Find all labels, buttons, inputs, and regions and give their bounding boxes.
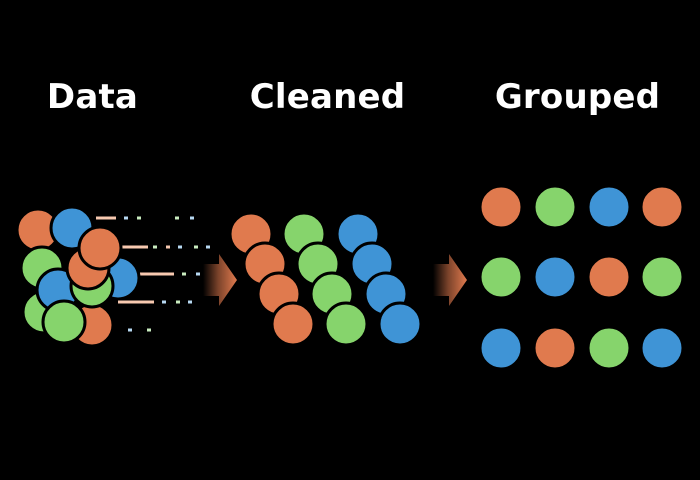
stage-arrows <box>203 254 467 306</box>
grouped-data-point <box>532 325 578 371</box>
motion-dash <box>166 245 170 249</box>
motion-dash <box>196 272 200 276</box>
arrow-right-icon <box>433 254 467 306</box>
cleaned-data-point <box>323 301 369 347</box>
grouped-data-point <box>639 254 685 300</box>
grouped-data-point <box>532 184 578 230</box>
motion-dash <box>178 245 182 249</box>
motion-dashes <box>96 216 210 332</box>
motion-dash <box>190 216 194 220</box>
arrow-right-icon <box>203 254 237 306</box>
grouped-data-grid <box>478 184 685 371</box>
grouped-data-point <box>586 325 632 371</box>
motion-dash <box>206 245 210 249</box>
cleaned-data-columns <box>228 211 423 347</box>
raw-data-point <box>41 299 87 345</box>
raw-data-cluster <box>15 205 141 348</box>
motion-dash <box>176 300 180 304</box>
grouped-data-point <box>532 254 578 300</box>
grouped-data-point <box>478 325 524 371</box>
motion-dash <box>124 216 128 220</box>
cleaned-data-point <box>270 301 316 347</box>
motion-dash <box>153 245 157 249</box>
cleaned-data-point <box>377 301 423 347</box>
stage-title-grouped: Grouped <box>494 77 661 117</box>
motion-dash <box>147 328 151 332</box>
motion-dash <box>137 216 141 220</box>
motion-dash <box>194 245 198 249</box>
motion-dash <box>118 300 154 304</box>
stage-title-data: Data <box>46 77 139 117</box>
grouped-data-point <box>586 184 632 230</box>
motion-dash <box>128 328 132 332</box>
grouped-data-point <box>639 184 685 230</box>
grouped-data-point <box>478 184 524 230</box>
stage-title-cleaned: Cleaned <box>249 77 406 117</box>
motion-dash <box>188 300 192 304</box>
grouped-data-point <box>586 254 632 300</box>
grouped-data-point <box>639 325 685 371</box>
motion-dash <box>110 245 148 249</box>
motion-dash <box>96 216 116 220</box>
motion-dash <box>175 216 179 220</box>
motion-dash <box>140 272 174 276</box>
grouped-data-point <box>478 254 524 300</box>
motion-dash <box>182 272 186 276</box>
raw-data-point <box>77 225 123 271</box>
motion-dash <box>162 300 166 304</box>
